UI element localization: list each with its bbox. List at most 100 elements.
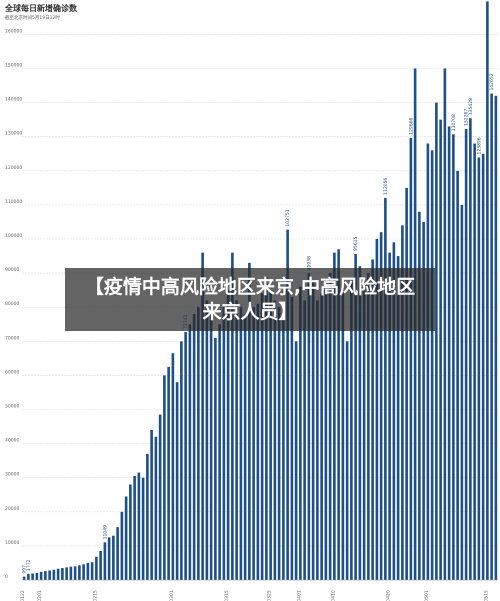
bar [260, 293, 264, 580]
bar [464, 128, 468, 580]
x-tick-label: 0215 [92, 590, 98, 601]
bar [367, 273, 370, 580]
bar [396, 256, 400, 580]
data-label: 11049 [102, 525, 108, 539]
bar [218, 324, 221, 580]
bar [299, 286, 302, 580]
bar [35, 572, 39, 580]
bar [129, 484, 132, 580]
y-tick-label: 150000 [5, 63, 22, 69]
bar [65, 567, 68, 580]
bar [311, 279, 315, 580]
overlay-text: 【疫情中高风险地区来京,中高风险地区来京人员】 [84, 275, 416, 323]
bar [362, 286, 366, 580]
bar [418, 211, 421, 580]
chart-title: 全球每日新增确诊数 [4, 3, 78, 13]
bar [209, 310, 213, 580]
bar [248, 262, 251, 580]
bar [137, 472, 141, 580]
bar [116, 527, 119, 580]
bar [120, 511, 124, 580]
bar [22, 576, 26, 580]
bar [282, 307, 285, 580]
bar [235, 300, 238, 580]
bar [239, 307, 243, 580]
bar [460, 204, 464, 580]
bar [48, 570, 51, 580]
bar [477, 157, 481, 580]
bar [273, 300, 277, 580]
bar [486, 1, 489, 581]
bar [426, 143, 430, 580]
bar [163, 375, 166, 580]
y-tick-label: 30000 [5, 472, 19, 478]
bar [222, 307, 226, 580]
y-tick-label: 40000 [5, 438, 19, 444]
bar [90, 562, 94, 580]
x-tick-label: 0315 [224, 590, 230, 601]
bar [379, 232, 383, 580]
bar [409, 137, 413, 581]
bar [39, 571, 43, 580]
bar [214, 337, 217, 580]
bar [150, 429, 153, 580]
bar [197, 307, 200, 580]
data-label: 135428 [468, 98, 474, 115]
bar [180, 341, 183, 580]
bar [333, 252, 336, 580]
bar [430, 150, 434, 580]
x-tick-label: 0410 [330, 590, 336, 601]
bar [82, 564, 85, 580]
bar [201, 252, 204, 580]
bar [52, 569, 56, 580]
bar [422, 221, 425, 580]
bar [324, 290, 328, 580]
bar [27, 573, 30, 580]
bar [392, 242, 396, 580]
bar [31, 573, 34, 580]
bar [320, 293, 323, 580]
bar [337, 249, 340, 581]
bar [435, 102, 438, 580]
data-label: 1772 [26, 559, 32, 571]
y-tick-label: 130000 [5, 131, 22, 137]
bar [290, 296, 294, 580]
bar [494, 95, 498, 580]
y-tick-label: 80000 [5, 301, 19, 307]
y-tick-label: 110000 [5, 199, 22, 205]
bar [124, 496, 128, 580]
x-tick-label: 0401 [296, 590, 302, 601]
bar [316, 300, 319, 580]
bar [303, 300, 306, 580]
bar [95, 556, 98, 580]
x-tick-label: 0122 [20, 590, 26, 601]
bar [167, 366, 170, 580]
bar [103, 542, 107, 580]
overlay-banner: 【疫情中高风险地区来京,中高风险地区来京人员】 [65, 268, 435, 331]
bar [405, 187, 408, 580]
bar [61, 568, 64, 580]
bar [69, 566, 73, 580]
bar [158, 414, 162, 580]
bar [269, 290, 272, 580]
x-tick-label: 0301 [169, 590, 175, 601]
bar [345, 341, 349, 580]
bar [452, 134, 455, 581]
bar [256, 303, 260, 580]
y-tick-label: 60000 [5, 369, 19, 375]
y-tick-label: 90000 [5, 267, 19, 273]
bar [78, 565, 81, 580]
y-tick-label: 160000 [5, 28, 22, 34]
bar [175, 382, 179, 580]
bar [481, 153, 485, 580]
bar [358, 266, 362, 580]
bar [371, 259, 374, 580]
data-label: 142652 [489, 73, 495, 90]
data-label: 129666 [408, 118, 414, 135]
bar [205, 300, 209, 580]
bar [44, 571, 47, 580]
bar [286, 229, 289, 581]
bar [192, 314, 196, 580]
y-tick-label: 120000 [5, 165, 22, 171]
